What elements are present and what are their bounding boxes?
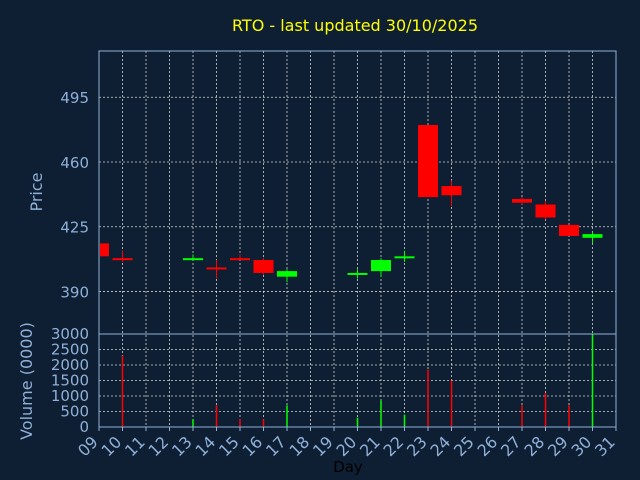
candle-body — [394, 256, 415, 259]
chart-title: RTO - last updated 30/10/2025 — [232, 16, 478, 35]
volume-axis-label: Volume (0000) — [17, 322, 36, 440]
volume-bar — [450, 380, 453, 427]
x-axis-label: Day — [333, 458, 363, 476]
volume-tick-label: 500 — [60, 403, 89, 421]
candle-body — [230, 258, 250, 261]
volume-tick-label: 0 — [79, 418, 89, 436]
grid-layer — [98, 51, 617, 431]
candle-body — [100, 243, 109, 257]
volume-bar — [591, 334, 594, 427]
price-tick-label: 425 — [60, 219, 89, 237]
volume-tick-label: 1000 — [51, 387, 89, 405]
labels-layer: 0910111213141516171819202122232425262728… — [51, 89, 619, 460]
volume-bar — [380, 400, 382, 427]
candle-body — [183, 258, 203, 261]
volume-bar — [427, 369, 429, 427]
candle-body — [371, 260, 391, 272]
marks-layer — [98, 124, 603, 427]
price-tick-label: 460 — [60, 154, 89, 172]
volume-tick-label: 2000 — [51, 356, 89, 374]
volume-bar — [568, 405, 570, 427]
candle-body — [206, 267, 227, 270]
volume-bar — [262, 419, 265, 427]
candle-body — [559, 224, 579, 236]
price-tick-label: 495 — [60, 89, 89, 107]
volume-bar — [544, 392, 547, 427]
volume-panel-frame — [98, 333, 617, 428]
candle-body — [418, 124, 438, 198]
candle-body — [347, 272, 368, 275]
volume-bar — [286, 405, 288, 427]
volume-bar — [239, 419, 241, 427]
x-tick-label: 31 — [591, 432, 619, 460]
candle-body — [277, 271, 297, 277]
volume-bar — [403, 414, 406, 427]
volume-bar — [215, 405, 218, 427]
price-axis-label: Price — [27, 172, 46, 211]
candle-body — [512, 198, 532, 203]
volume-bar — [192, 419, 194, 427]
volume-tick-label: 3000 — [51, 325, 89, 343]
volume-tick-label: 1500 — [51, 372, 89, 390]
candle-body — [535, 204, 556, 218]
candle-body — [582, 234, 603, 238]
volume-tick-label: 2500 — [51, 341, 89, 359]
price-tick-label: 390 — [60, 283, 89, 301]
volume-bar — [356, 417, 359, 427]
candle-body — [253, 260, 274, 273]
volume-bar — [521, 405, 523, 427]
candle-body — [441, 186, 462, 196]
volume-bar — [121, 355, 124, 427]
candle-body — [112, 258, 133, 261]
